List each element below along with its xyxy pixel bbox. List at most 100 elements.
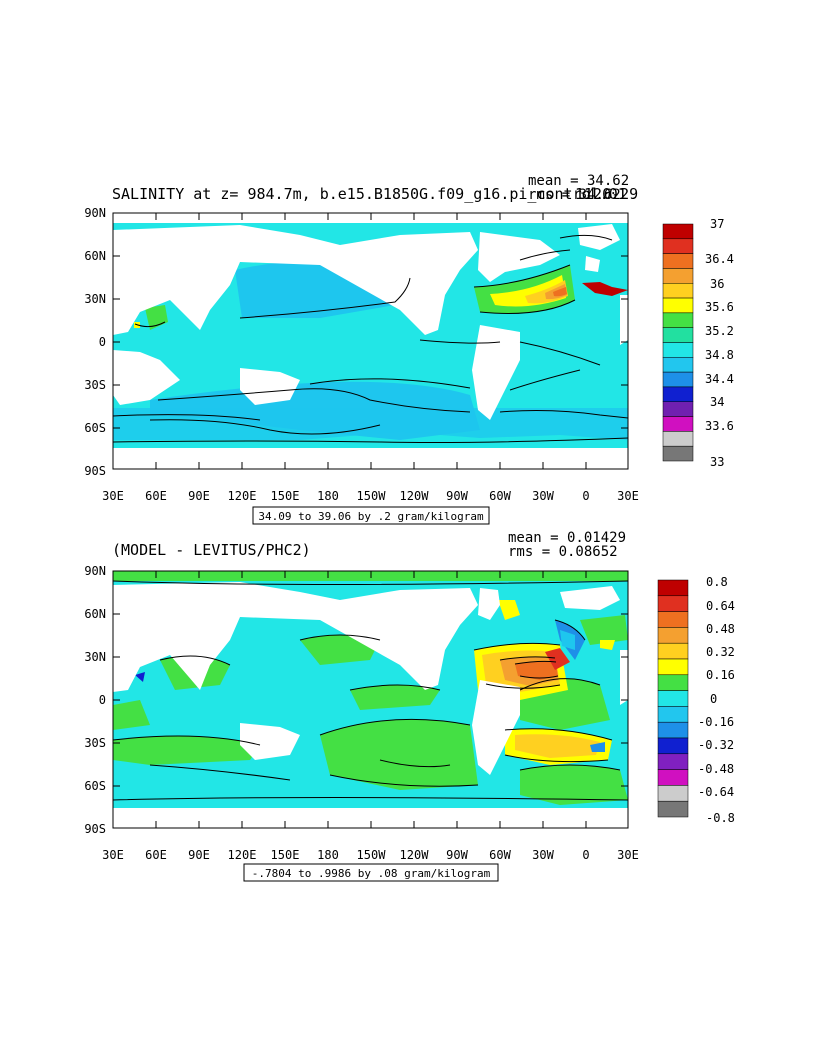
lon-label: 30E <box>617 848 639 862</box>
bottom-rms: rms = 0.08652 <box>508 544 618 560</box>
bottom-title: (MODEL - LEVITUS/PHC2) <box>112 541 311 559</box>
colorbar-swatch <box>662 431 694 447</box>
colorbar-swatch <box>657 753 689 770</box>
colorbar-label: 37 <box>710 217 724 231</box>
colorbar-swatch <box>662 312 694 328</box>
colorbar-swatch <box>662 357 694 373</box>
colorbar-swatch <box>657 690 689 707</box>
lon-label: 30E <box>102 489 124 503</box>
colorbar-label: 0.16 <box>706 668 735 682</box>
colorbar-label: 35.6 <box>705 300 734 314</box>
lat-label: 60N <box>84 607 106 621</box>
colorbar-label: 0 <box>710 692 717 706</box>
bottom-panel: mean = 0.01429 (MODEL - LEVITUS/PHC2) rm… <box>84 530 735 882</box>
colorbar-swatch <box>662 268 694 284</box>
lon-label: 120E <box>228 848 257 862</box>
bottom-map <box>112 570 629 829</box>
lon-label: 180 <box>317 489 339 503</box>
lat-label: 0 <box>99 693 106 707</box>
colorbar-swatch <box>662 283 694 299</box>
lon-label: 90E <box>188 489 210 503</box>
lon-label: 60E <box>145 848 167 862</box>
lon-label: 120W <box>400 848 430 862</box>
lon-label: 60E <box>145 489 167 503</box>
colorbar-swatch <box>657 627 689 644</box>
colorbar-label: 34.8 <box>705 348 734 362</box>
bottom-range-caption: -.7804 to .9986 by .08 gram/kilogram <box>252 867 491 880</box>
lon-label: 0 <box>582 848 589 862</box>
colorbar-swatch <box>662 327 694 343</box>
top-rms: rms = 34.62 <box>528 187 621 203</box>
bottom-lat-labels: 90N 60N 30N 0 30S 60S 90S <box>84 564 106 836</box>
lon-label: 150E <box>271 848 300 862</box>
colorbar-swatch <box>662 223 694 240</box>
lat-label: 30S <box>84 736 106 750</box>
lon-label: 90E <box>188 848 210 862</box>
colorbar-swatch <box>657 658 689 676</box>
lon-label: 30W <box>532 489 554 503</box>
colorbar-label: 33 <box>710 455 724 469</box>
colorbar-swatch <box>657 800 689 818</box>
colorbar-label: 0.64 <box>706 599 735 613</box>
lat-label: 90S <box>84 822 106 836</box>
colorbar-label: -0.8 <box>706 811 735 825</box>
lon-label: 180 <box>317 848 339 862</box>
lat-label: 30N <box>84 650 106 664</box>
top-lat-labels: 90N 60N 30N 0 30S 60S 90S <box>84 206 106 478</box>
colorbar-swatch <box>657 642 689 660</box>
lat-label: 0 <box>99 335 106 349</box>
top-lon-labels: 30E 60E 90E 120E 150E 180 150W 120W 90W … <box>102 489 639 503</box>
lat-label: 90S <box>84 464 106 478</box>
top-colorbar <box>662 223 694 462</box>
lon-label: 150E <box>271 489 300 503</box>
colorbar-label: -0.32 <box>698 738 734 752</box>
colorbar-label: 34.4 <box>705 372 734 386</box>
lon-label: 30W <box>532 848 554 862</box>
top-colorbar-labels: 37 36.4 36 35.6 35.2 34.8 34.4 34 33.6 3… <box>705 217 734 469</box>
colorbar-label: 0.48 <box>706 622 735 636</box>
colorbar-swatch <box>662 386 694 403</box>
lon-label: 60W <box>489 848 511 862</box>
top-map <box>112 212 629 470</box>
colorbar-swatch <box>662 297 694 314</box>
colorbar-swatch <box>657 721 689 739</box>
colorbar-label: 34 <box>710 395 724 409</box>
lat-label: 60N <box>84 249 106 263</box>
colorbar-swatch <box>657 785 689 802</box>
top-range-caption: 34.09 to 39.06 by .2 gram/kilogram <box>258 510 484 523</box>
lon-label: 90W <box>446 848 468 862</box>
colorbar-label: 0.8 <box>706 575 728 589</box>
lon-label: 30E <box>617 489 639 503</box>
lon-label: 120W <box>400 489 430 503</box>
top-panel: mean = 34.62 SALINITY at z= 984.7m, b.e1… <box>84 173 734 525</box>
colorbar-swatch <box>657 737 689 755</box>
colorbar-label: 33.6 <box>705 419 734 433</box>
colorbar-label: -0.48 <box>698 762 734 776</box>
lat-label: 90N <box>84 564 106 578</box>
lon-label: 120E <box>228 489 257 503</box>
colorbar-swatch <box>657 611 689 628</box>
colorbar-label: 36.4 <box>705 252 734 266</box>
lon-label: 90W <box>446 489 468 503</box>
lat-label: 30S <box>84 378 106 392</box>
lon-label: 150W <box>357 489 387 503</box>
lon-label: 150W <box>357 848 387 862</box>
bottom-colorbar <box>657 579 689 818</box>
colorbar-swatch <box>657 706 689 723</box>
lat-label: 60S <box>84 421 106 435</box>
bottom-range-caption-box <box>243 863 499 882</box>
colorbar-swatch <box>662 253 694 269</box>
colorbar-swatch <box>662 342 694 358</box>
colorbar-swatch <box>662 238 694 254</box>
lat-label: 30N <box>84 292 106 306</box>
bottom-colorbar-labels: 0.8 0.64 0.48 0.32 0.16 0 -0.16 -0.32 -0… <box>698 575 735 825</box>
colorbar-swatch <box>662 445 694 462</box>
colorbar-swatch <box>657 674 689 691</box>
colorbar-swatch <box>662 401 694 417</box>
colorbar-swatch <box>662 371 694 388</box>
lat-label: 90N <box>84 206 106 220</box>
lon-label: 30E <box>102 848 124 862</box>
bottom-lon-labels: 30E 60E 90E 120E 150E 180 150W 120W 90W … <box>102 848 639 862</box>
top-range-caption-box <box>252 506 490 525</box>
